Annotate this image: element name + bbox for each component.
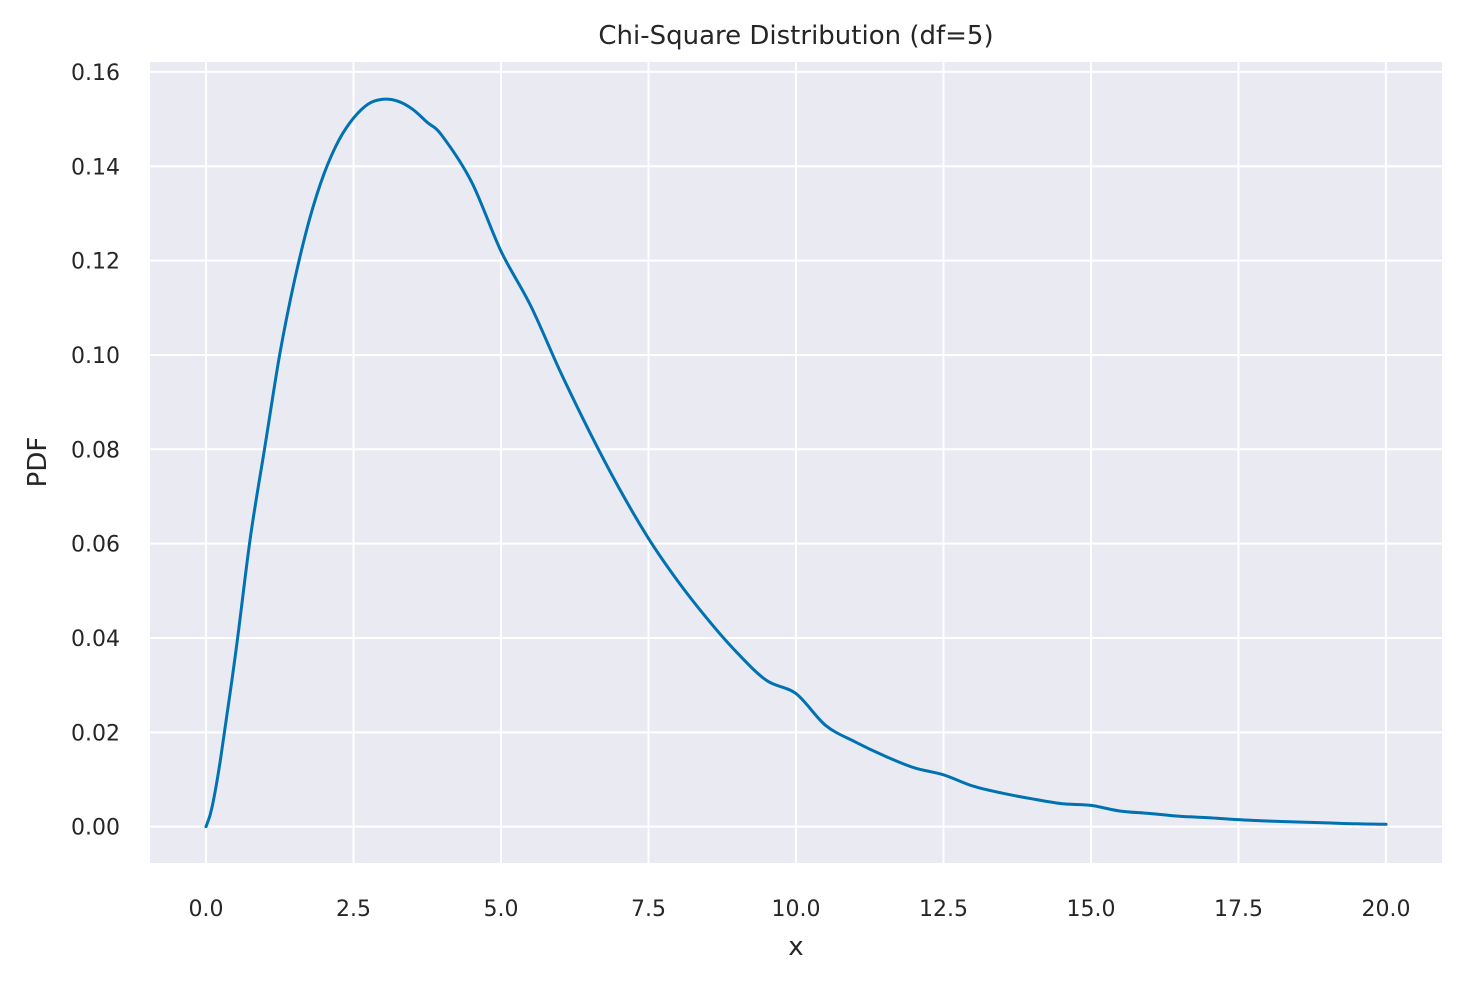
y-axis-ticks: 0.00 0.02 0.04 0.06 0.08 0.10 0.12 0.14 0.16 (71, 61, 120, 841)
y-tick-label: 0.14 (71, 155, 120, 180)
x-tick-label: 2.5 (336, 897, 371, 922)
y-tick-label: 0.02 (71, 721, 120, 746)
y-tick-label: 0.06 (71, 533, 120, 558)
y-axis-label: PDF (23, 437, 53, 488)
y-tick-label: 0.10 (71, 344, 120, 369)
y-tick-label: 0.16 (71, 61, 120, 86)
x-tick-label: 17.5 (1214, 897, 1263, 922)
x-tick-label: 5.0 (484, 897, 519, 922)
x-tick-label: 0.0 (189, 897, 224, 922)
x-tick-label: 12.5 (919, 897, 968, 922)
x-tick-label: 10.0 (772, 897, 821, 922)
x-axis-label: x (788, 932, 803, 962)
x-tick-label: 20.0 (1361, 897, 1410, 922)
chart-title: Chi-Square Distribution (df=5) (598, 21, 993, 51)
y-tick-label: 0.04 (71, 627, 120, 652)
x-tick-label: 7.5 (631, 897, 666, 922)
x-tick-label: 15.0 (1066, 897, 1115, 922)
x-axis-ticks: 0.0 2.5 5.0 7.5 10.0 12.5 15.0 17.5 20.0 (189, 897, 1411, 922)
series-line (204, 97, 1388, 829)
grid-lines (150, 62, 1442, 863)
y-tick-label: 0.12 (71, 250, 120, 275)
y-tick-label: 0.00 (71, 816, 120, 841)
y-tick-label: 0.08 (71, 438, 120, 463)
